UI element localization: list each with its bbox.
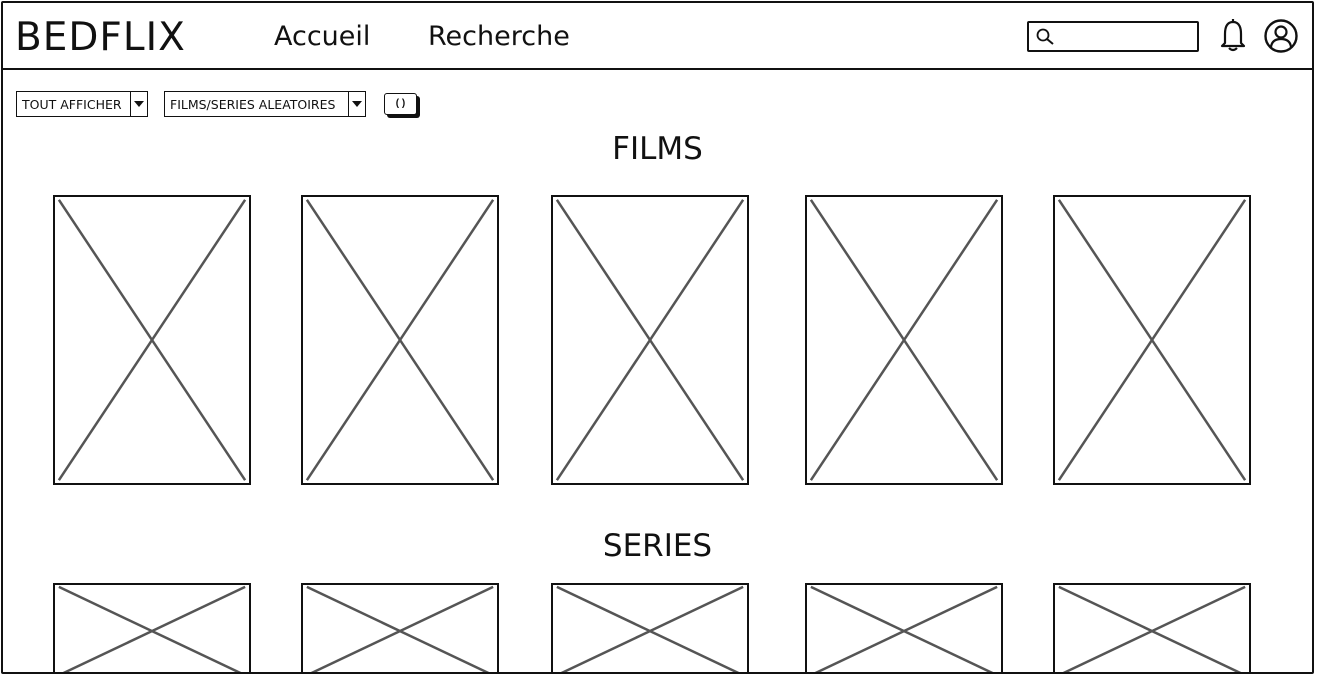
series-poster-4[interactable] — [805, 583, 1003, 674]
random-label: FILMS/SERIES ALEATOIRES — [170, 97, 336, 112]
nav-recherche[interactable]: Recherche — [428, 21, 570, 52]
search-icon — [1036, 28, 1054, 45]
image-placeholder-icon — [553, 585, 747, 674]
image-placeholder-icon — [807, 197, 1001, 483]
image-placeholder-icon — [807, 585, 1001, 674]
series-poster-2[interactable] — [301, 583, 499, 674]
image-placeholder-icon — [303, 585, 497, 674]
random-dropdown[interactable]: FILMS/SERIES ALEATOIRES — [164, 91, 366, 117]
nav-accueil[interactable]: Accueil — [274, 21, 371, 52]
film-poster-1[interactable] — [53, 195, 251, 485]
header: BEDFLIX Accueil Recherche — [3, 3, 1312, 70]
app-logo[interactable]: BEDFLIX — [15, 15, 186, 60]
shuffle-button[interactable]: ( ) — [384, 93, 417, 115]
search-input[interactable] — [1059, 25, 1197, 50]
series-poster-1[interactable] — [53, 583, 251, 674]
search-box[interactable] — [1027, 21, 1199, 52]
image-placeholder-icon — [1055, 585, 1249, 674]
image-placeholder-icon — [1055, 197, 1249, 483]
series-poster-5[interactable] — [1053, 583, 1251, 674]
user-icon[interactable] — [1263, 18, 1299, 54]
bell-icon[interactable] — [1215, 18, 1251, 54]
image-placeholder-icon — [55, 585, 249, 674]
chevron-down-icon — [348, 92, 365, 116]
series-section-title: SERIES — [602, 528, 713, 564]
film-poster-5[interactable] — [1053, 195, 1251, 485]
series-poster-3[interactable] — [551, 583, 749, 674]
chevron-down-icon — [130, 92, 147, 116]
film-poster-2[interactable] — [301, 195, 499, 485]
show-all-label: TOUT AFFICHER — [22, 97, 122, 112]
image-placeholder-icon — [553, 197, 747, 483]
film-poster-4[interactable] — [805, 195, 1003, 485]
show-all-dropdown[interactable]: TOUT AFFICHER — [16, 91, 148, 117]
films-section-title: FILMS — [612, 131, 703, 167]
film-poster-3[interactable] — [551, 195, 749, 485]
image-placeholder-icon — [55, 197, 249, 483]
image-placeholder-icon — [303, 197, 497, 483]
